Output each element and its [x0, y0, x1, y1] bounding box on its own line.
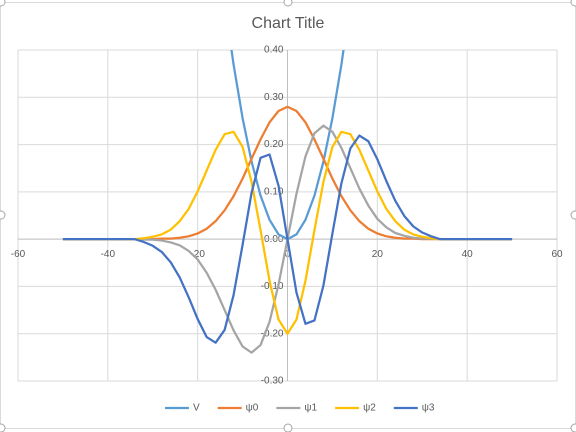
- y-tick-label: 0.10: [264, 186, 284, 197]
- y-tick-label: -0.20: [261, 328, 284, 339]
- legend-label: ψ2: [363, 403, 376, 414]
- chart-title: Chart Title: [252, 15, 325, 32]
- series-line: [62, 134, 513, 344]
- legend-label: ψ0: [246, 403, 259, 414]
- plot-lines: [62, 50, 513, 354]
- x-tick-label: 20: [372, 249, 384, 260]
- y-tick-label: -0.30: [261, 376, 284, 387]
- y-tick-label: 0.30: [264, 92, 284, 103]
- legend-label: ψ3: [422, 403, 435, 414]
- y-tick-label: 0.40: [264, 45, 284, 56]
- y-tick-label: 0.20: [264, 139, 284, 150]
- legend-label: V: [193, 403, 200, 414]
- x-tick-label: -60: [11, 249, 26, 260]
- x-tick-label: 40: [462, 249, 474, 260]
- legend-label: ψ1: [304, 403, 317, 414]
- x-tick-label: 60: [551, 249, 563, 260]
- y-tick-label: -0.10: [261, 281, 284, 292]
- x-tick-label: -20: [190, 249, 205, 260]
- x-tick-label: -40: [101, 249, 116, 260]
